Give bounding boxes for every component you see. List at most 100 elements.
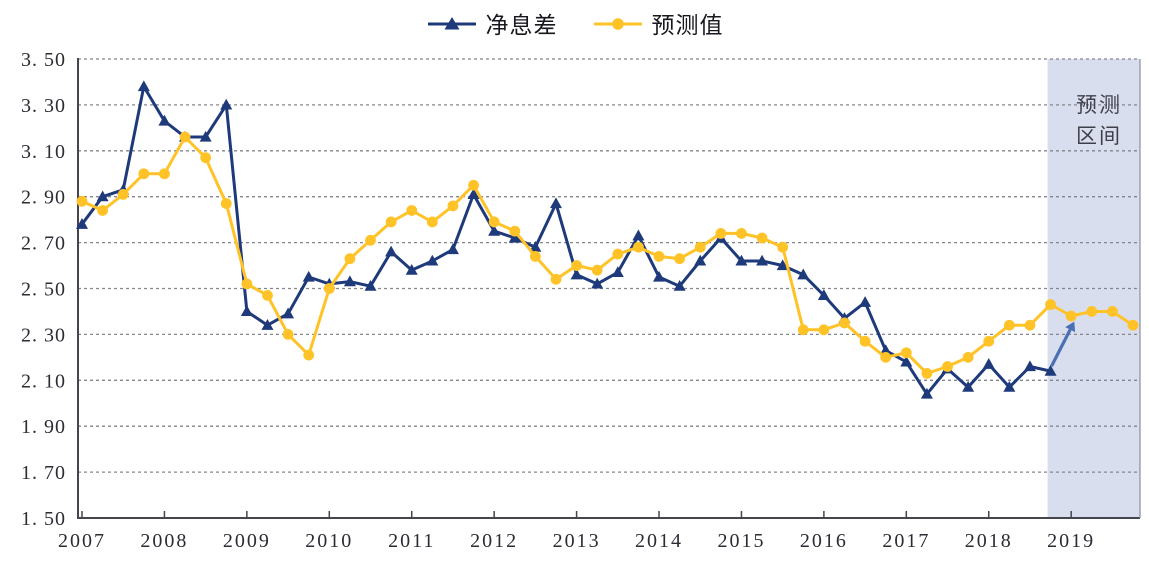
x-axis-label: 2012 — [470, 530, 518, 552]
data-point-marker — [900, 347, 912, 359]
data-point-marker — [261, 319, 274, 330]
legend-label-net-interest-margin: 净息差 — [485, 13, 558, 38]
data-point-marker — [982, 358, 995, 369]
data-point-marker — [1065, 310, 1077, 322]
data-point-marker — [962, 380, 975, 392]
data-point-marker — [446, 243, 459, 255]
data-point-marker — [447, 200, 459, 212]
data-point-marker — [1044, 364, 1057, 376]
data-point-marker — [962, 351, 974, 363]
data-point-marker — [158, 114, 171, 126]
x-axis-label: 2013 — [553, 530, 601, 552]
data-point-marker — [983, 335, 995, 347]
data-point-marker — [199, 130, 212, 142]
legend-item-forecast: 预测值 — [592, 6, 724, 40]
data-point-marker — [1003, 380, 1016, 392]
y-axis-label: 3. 30 — [21, 95, 66, 117]
data-point-marker — [921, 368, 933, 379]
data-point-marker — [571, 260, 582, 271]
x-axis-label: 2007 — [58, 530, 106, 552]
forecast-region-label-line2: 区间 — [1076, 124, 1122, 148]
data-point-marker — [240, 305, 253, 317]
legend-item-net-interest-margin: 净息差 — [426, 6, 558, 40]
data-point-marker — [529, 240, 542, 252]
data-point-marker — [859, 296, 872, 307]
data-point-marker — [653, 270, 666, 282]
x-axis-label: 2014 — [635, 530, 683, 552]
data-point-marker — [611, 266, 624, 278]
data-point-marker — [467, 188, 480, 200]
data-point-marker — [818, 324, 830, 336]
y-axis-label: 2. 90 — [21, 187, 66, 209]
legend: 净息差 预测值 — [0, 6, 1149, 40]
data-point-marker — [632, 229, 645, 241]
data-point-marker — [365, 234, 376, 246]
data-point-marker — [756, 254, 769, 266]
data-point-marker — [385, 216, 397, 228]
data-point-marker — [674, 253, 686, 265]
data-point-marker — [220, 198, 232, 209]
data-point-marker — [488, 224, 501, 236]
data-point-marker — [406, 205, 418, 216]
data-point-marker — [880, 351, 892, 363]
data-point-marker — [1106, 306, 1118, 317]
data-point-marker — [591, 264, 603, 276]
data-point-marker — [488, 216, 500, 228]
series-line-forecast — [80, 135, 1135, 375]
data-point-marker — [282, 329, 294, 340]
data-point-marker — [550, 273, 562, 285]
data-point-marker — [633, 241, 644, 253]
data-point-marker — [797, 324, 809, 336]
legend-label-forecast: 预测值 — [651, 13, 724, 38]
data-point-marker — [282, 307, 295, 319]
data-point-marker — [117, 189, 129, 200]
data-point-marker — [426, 254, 439, 266]
data-point-marker — [859, 335, 871, 347]
data-point-marker — [137, 80, 150, 92]
data-point-marker — [97, 205, 109, 216]
data-point-marker — [756, 232, 768, 244]
data-point-marker — [200, 152, 212, 164]
data-point-marker — [302, 270, 315, 282]
data-point-marker — [323, 283, 335, 294]
data-point-marker — [405, 263, 418, 275]
data-point-marker — [220, 98, 233, 110]
data-point-marker — [76, 218, 88, 229]
forecast-jump-arrowhead — [1065, 321, 1076, 333]
data-point-marker — [777, 241, 789, 253]
data-point-marker — [1023, 360, 1036, 372]
data-point-marker — [694, 241, 706, 253]
y-axis-label: 2. 70 — [21, 233, 66, 255]
data-point-marker — [426, 216, 438, 228]
data-point-marker — [920, 387, 933, 399]
data-point-marker — [468, 179, 479, 191]
y-axis-label: 1. 90 — [21, 416, 66, 438]
data-point-marker — [262, 289, 273, 301]
data-point-marker — [343, 275, 356, 287]
x-axis-label: 2015 — [717, 530, 765, 552]
data-point-marker — [549, 197, 562, 209]
x-axis-label: 2019 — [1047, 530, 1095, 552]
data-point-marker — [1127, 319, 1139, 331]
data-point-marker — [96, 190, 109, 202]
y-axis-label: 3. 10 — [21, 141, 66, 163]
data-point-marker — [1045, 299, 1056, 310]
x-axis-label: 2016 — [800, 530, 848, 552]
data-point-marker — [179, 131, 191, 143]
y-axis-label: 2. 50 — [21, 279, 66, 301]
x-axis-label: 2008 — [140, 530, 188, 552]
data-point-marker — [653, 250, 665, 262]
y-axis-label: 1. 50 — [21, 508, 66, 530]
data-point-marker — [76, 195, 88, 207]
data-point-marker — [942, 361, 953, 372]
data-point-marker — [879, 344, 892, 356]
data-point-marker — [591, 277, 604, 289]
data-point-marker — [385, 245, 398, 257]
forecast-jump-arrow — [1050, 328, 1072, 367]
data-point-marker — [138, 168, 150, 180]
data-point-marker — [570, 268, 583, 280]
data-point-marker — [776, 259, 789, 271]
data-point-marker — [241, 278, 253, 290]
x-axis-label: 2017 — [882, 530, 930, 552]
